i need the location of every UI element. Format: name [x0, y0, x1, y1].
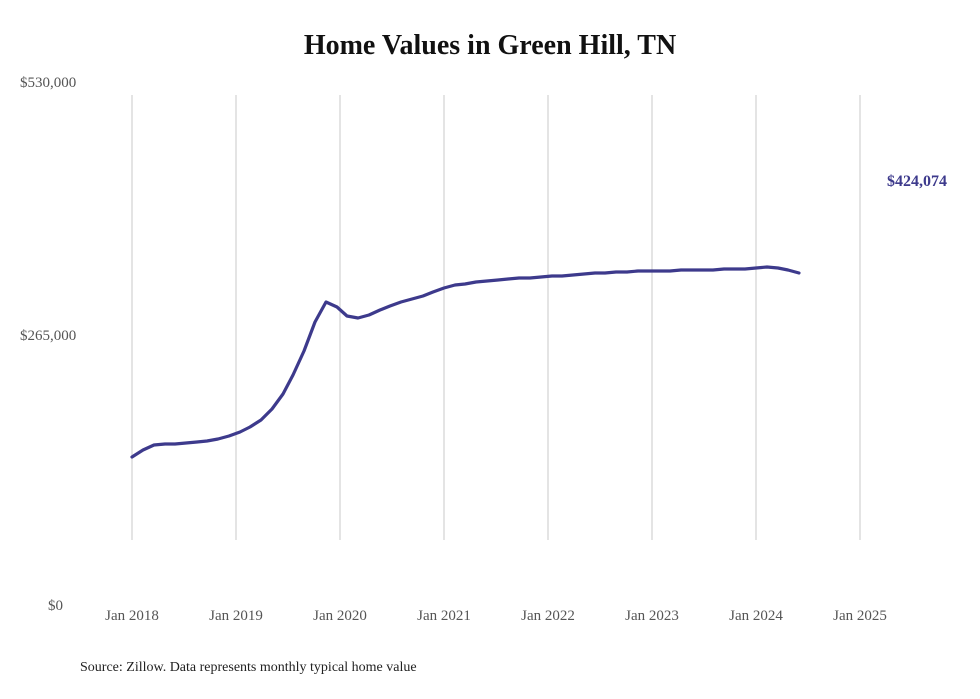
x-axis-label-6: Jan 2024 — [729, 608, 783, 625]
x-axis-label-5: Jan 2023 — [625, 608, 679, 625]
x-axis-label-7: Jan 2025 — [833, 608, 887, 625]
x-axis-label-1: Jan 2019 — [209, 608, 263, 625]
chart-container: Home Values in Green Hill, TN $530,000 $… — [0, 0, 980, 699]
x-axis-label-0: Jan 2018 — [105, 608, 159, 625]
x-axis-label-2: Jan 2020 — [313, 608, 367, 625]
y-axis-top-label: $530,000 — [20, 75, 76, 92]
gridlines — [132, 95, 860, 540]
y-axis-mid-label: $265,000 — [20, 328, 76, 345]
source-text: Source: Zillow. Data represents monthly … — [80, 660, 417, 676]
home-value-line[interactable] — [132, 267, 799, 457]
chart-title: Home Values in Green Hill, TN — [0, 30, 980, 62]
y-axis-bottom-label: $0 — [48, 598, 63, 615]
x-axis-label-3: Jan 2021 — [417, 608, 471, 625]
x-axis-label-4: Jan 2022 — [521, 608, 575, 625]
end-value-label: $424,074 — [887, 173, 947, 191]
plot-area — [0, 85, 980, 605]
